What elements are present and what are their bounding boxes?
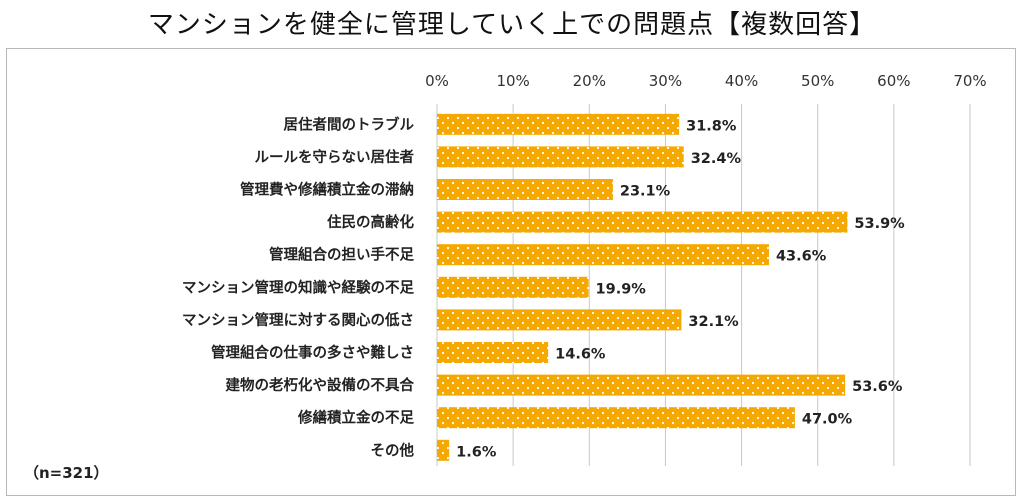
x-tick-label: 0%	[425, 72, 449, 90]
bars	[437, 113, 848, 461]
data-label: 43.6%	[776, 249, 827, 265]
category-label: 管理費や修繕積立金の滞納	[240, 181, 414, 199]
category-label: 修繕積立金の不足	[297, 409, 414, 427]
category-label: 管理組合の仕事の多さや難しさ	[211, 344, 414, 362]
data-label: 32.1%	[688, 314, 739, 330]
data-label: 53.9%	[854, 216, 905, 232]
x-tick-label: 20%	[573, 72, 606, 90]
bar	[437, 211, 848, 233]
category-label: 管理組合の担い手不足	[269, 246, 414, 264]
category-label: 居住者間のトラブル	[284, 115, 415, 133]
x-tick-label: 40%	[725, 72, 758, 90]
bar	[437, 374, 846, 396]
x-tick-label: 70%	[953, 72, 986, 90]
x-tick-label: 60%	[877, 72, 910, 90]
bar	[437, 309, 682, 331]
chart-title: マンションを健全に管理していく上での問題点【複数回答】	[147, 10, 877, 40]
data-label: 32.4%	[691, 151, 742, 167]
bar	[437, 146, 684, 168]
bar	[437, 439, 450, 461]
category-label: 建物の老朽化や設備の不具合	[226, 376, 415, 394]
category-label: ルールを守らない居住者	[255, 148, 415, 166]
x-tick-labels: 0% 10% 20% 30% 40% 50% 60% 70%	[425, 72, 987, 90]
data-label: 14.6%	[555, 347, 606, 363]
x-tick-label: 10%	[496, 72, 529, 90]
bar	[437, 276, 589, 298]
data-label: 1.6%	[456, 444, 497, 460]
category-label: マンション管理の知識や経験の不足	[182, 278, 414, 296]
category-label: その他	[371, 441, 415, 459]
bar	[437, 407, 795, 429]
x-tick-label: 50%	[801, 72, 834, 90]
data-label: 47.0%	[802, 412, 853, 428]
category-labels: 居住者間のトラブルルールを守らない居住者管理費や修繕積立金の滞納住民の高齢化管理…	[182, 115, 414, 459]
bar	[437, 244, 769, 266]
data-label: 19.9%	[596, 281, 647, 297]
x-tick-label: 30%	[649, 72, 682, 90]
chart-frame	[6, 48, 1016, 496]
data-label: 23.1%	[620, 184, 671, 200]
data-label: 53.6%	[852, 379, 903, 395]
value-labels: 31.8% 32.4% 23.1% 53.9% 43.6% 19.9% 32.1% 14.6%…	[456, 118, 905, 460]
category-label: 住民の高齢化	[327, 213, 414, 231]
data-label: 31.8%	[686, 118, 737, 134]
sample-size-note: （n=321）	[24, 464, 109, 482]
category-label: マンション管理に対する関心の低さ	[182, 311, 414, 329]
bar	[437, 342, 549, 363]
bar	[437, 113, 680, 135]
bar	[437, 179, 613, 200]
